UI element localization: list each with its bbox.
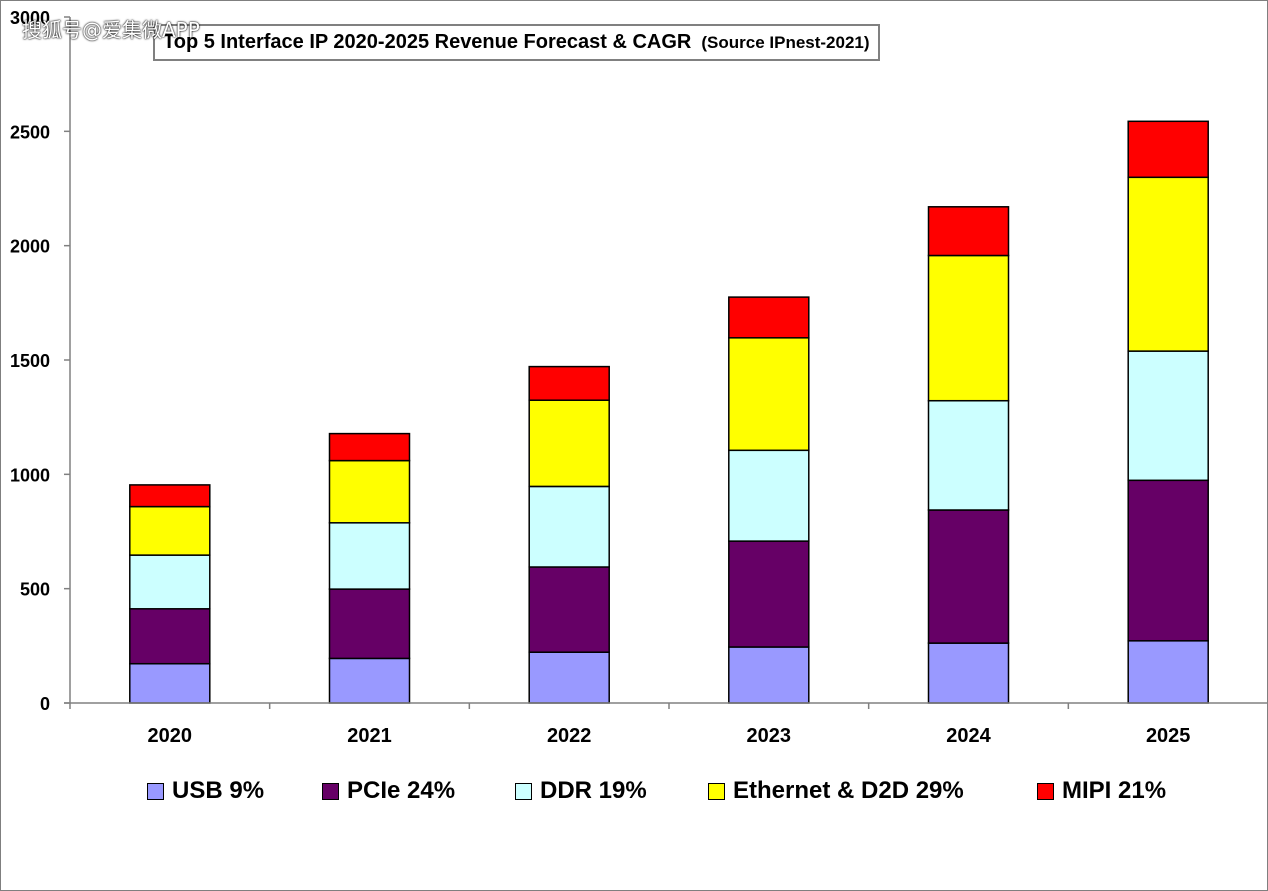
bar-segment-2024-2 <box>927 399 1010 511</box>
labels-layer: 2020 2021 2022 2023 2024 2025 0 500 1000 1500 2000… <box>10 8 1190 747</box>
legend-label-mipi: MIPI 21% <box>1062 777 1167 804</box>
bar-segment-2022-0 <box>528 651 610 704</box>
bar-segment-2025-1 <box>1127 479 1209 642</box>
legend-swatch-mipi <box>1037 782 1054 800</box>
chart-subtitle: (Source IPnest-2021) <box>701 32 870 52</box>
x-tick-label-2023: 2023 <box>747 725 792 747</box>
bar-segment-2024-4 <box>927 206 1010 257</box>
legend-label-pcie: PCIe 24% <box>347 777 456 804</box>
bar-segment-2025-0 <box>1127 640 1209 704</box>
y-tick-label-500: 500 <box>20 580 50 600</box>
x-tick-label-2024: 2024 <box>946 725 991 747</box>
y-tick-label-1500: 1500 <box>10 351 50 371</box>
bar-segment-2021-3 <box>328 459 411 524</box>
x-tick-label-2020: 2020 <box>148 725 193 747</box>
chart-title-box: Top 5 Interface IP 2020-2025 Revenue For… <box>153 24 880 61</box>
bar-segment-2021-1 <box>328 588 411 660</box>
legend-swatch-pcie <box>322 782 339 800</box>
bar-segment-2024-0 <box>927 642 1010 704</box>
chart-title: Top 5 Interface IP 2020-2025 Revenue For… <box>163 31 692 53</box>
bar-segment-2025-2 <box>1127 350 1209 482</box>
legend-swatch-usb <box>147 782 164 800</box>
y-tick-label-3000: 3000 <box>10 8 50 28</box>
y-tick-label-0: 0 <box>40 694 50 714</box>
bar-segment-2020-1 <box>129 608 211 665</box>
bar-segment-2020-0 <box>129 662 211 704</box>
bar-segment-2022-1 <box>528 566 610 653</box>
legend-item-ddr: DDR 19% <box>515 777 647 805</box>
watermark: 搜狐号@爱集微APP <box>22 18 200 42</box>
bar-segment-2023-4 <box>728 296 810 339</box>
x-tick-label-2022: 2022 <box>547 725 592 747</box>
bar-segment-2020-4 <box>129 484 211 508</box>
bar-segment-2022-3 <box>528 399 610 488</box>
x-tick-label-2021: 2021 <box>347 725 392 747</box>
y-tick-label-1000: 1000 <box>10 465 50 485</box>
legend-item-pcie: PCIe 24% <box>322 777 455 805</box>
bar-segment-2021-2 <box>328 522 411 590</box>
bar-segment-2020-3 <box>129 505 211 556</box>
legend-item-usb: USB 9% <box>147 777 264 805</box>
bar-segment-2025-3 <box>1127 176 1209 352</box>
legend-label-ethernet: Ethernet & D2D 29% <box>733 777 964 804</box>
bar-segment-2024-1 <box>927 509 1010 644</box>
bar-segment-2023-0 <box>728 646 810 704</box>
y-tick-label-2000: 2000 <box>10 237 50 257</box>
bar-segment-2022-4 <box>528 365 610 401</box>
legend-swatch-ddr <box>515 782 532 800</box>
legend-label-usb: USB 9% <box>172 777 265 804</box>
axes-layer <box>64 16 1268 709</box>
bar-segment-2024-3 <box>927 254 1010 402</box>
bar-segment-2023-2 <box>728 449 810 542</box>
bar-segment-2021-0 <box>328 657 411 704</box>
legend-label-ddr: DDR 19% <box>540 777 647 804</box>
bar-segment-2023-1 <box>728 540 810 648</box>
legend-swatch-ethernet <box>708 782 725 800</box>
legend-item-mipi: MIPI 21% <box>1037 777 1166 805</box>
legend-item-ethernet: Ethernet & D2D 29% <box>708 777 964 805</box>
bars-layer <box>129 120 1209 704</box>
legend: USB 9% PCIe 24% DDR 19% Ethernet & D2D 2… <box>0 777 1268 811</box>
bar-segment-2022-2 <box>528 485 610 568</box>
bar-segment-2025-4 <box>1127 120 1209 179</box>
x-tick-label-2025: 2025 <box>1146 725 1191 747</box>
bar-segment-2023-3 <box>728 337 810 452</box>
bar-segment-2020-2 <box>129 554 211 610</box>
y-tick-label-2500: 2500 <box>10 122 50 142</box>
bar-segment-2021-4 <box>328 432 411 462</box>
